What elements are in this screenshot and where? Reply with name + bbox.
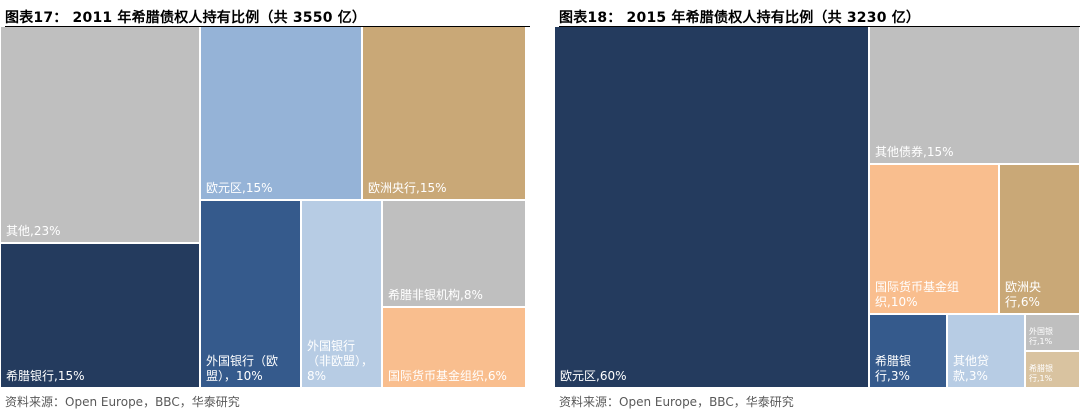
chart-title: 图表18： 2015 年希腊债权人持有比例（共 3230 亿） (559, 10, 921, 26)
treemap-tile: 希腊银行,3% (870, 315, 946, 387)
treemap-2011: 其他,23% 希腊银行,15% 欧元区,15% 欧洲央行,15% 外国银行（欧盟），10… (0, 26, 530, 388)
chart-source: 资料来源：Open Europe，BBC，华泰研究 (5, 395, 240, 409)
tile-label: 其他债券,15% (875, 145, 954, 159)
treemap-tile: 外国银行,1% (1026, 315, 1079, 350)
treemap-tile: 欧元区,15% (201, 27, 361, 199)
tile-label: 希腊非银机构,8% (388, 288, 483, 302)
treemap-tile: 外国银行（欧盟），10% (201, 201, 300, 387)
tile-label: 国际货币基金组织,10% (875, 280, 960, 309)
tile-label: 欧元区,60% (560, 369, 627, 383)
treemap-tile: 国际货币基金组织,6% (383, 308, 525, 387)
treemap-tile: 希腊非银机构,8% (383, 201, 525, 306)
tile-label: 希腊银行,3% (875, 354, 912, 383)
tile-label: 欧洲央行,15% (368, 181, 447, 195)
treemap-tile: 国际货币基金组织,10% (870, 165, 998, 313)
chart-title: 图表17： 2011 年希腊债权人持有比例（共 3550 亿） (5, 10, 367, 26)
tile-label: 其他,23% (6, 224, 61, 238)
title-rule (5, 26, 530, 27)
tile-label: 外国银行,1% (1029, 327, 1053, 346)
treemap-2015: 欧元区,60% 其他债券,15% 国际货币基金组织,10% 欧洲央行,6% 希腊银行,3… (554, 26, 1080, 388)
tile-label: 其他贷款,3% (953, 354, 990, 383)
treemap-tile: 希腊银行,1% (1026, 352, 1079, 387)
treemap-tile: 外国银行（非欧盟），8% (302, 201, 381, 387)
tile-label: 外国银行（非欧盟），8% (307, 339, 374, 383)
treemap-tile: 欧洲央行,6% (1000, 165, 1079, 313)
chart-source: 资料来源：Open Europe，BBC，华泰研究 (559, 395, 794, 409)
tile-label: 希腊银行,15% (6, 369, 85, 383)
treemap-tile: 其他债券,15% (870, 27, 1079, 163)
chart-panel-2015: 图表18： 2015 年希腊债权人持有比例（共 3230 亿） 欧元区,60% 其… (554, 0, 1080, 412)
tile-label: 希腊银行,1% (1029, 364, 1053, 383)
title-rule (559, 26, 1080, 27)
treemap-tile: 欧洲央行,15% (363, 27, 525, 199)
treemap-tile: 希腊银行,15% (1, 244, 199, 387)
treemap-tile: 欧元区,60% (555, 27, 868, 387)
tile-label: 外国银行（欧盟），10% (206, 354, 279, 383)
tile-label: 国际货币基金组织,6% (388, 369, 507, 383)
tile-label: 欧元区,15% (206, 181, 273, 195)
tile-label: 欧洲央行,6% (1005, 280, 1042, 309)
chart-panel-2011: 图表17： 2011 年希腊债权人持有比例（共 3550 亿） 其他,23% 希腊… (0, 0, 530, 412)
treemap-tile: 其他贷款,3% (948, 315, 1024, 387)
treemap-tile: 其他,23% (1, 27, 199, 242)
